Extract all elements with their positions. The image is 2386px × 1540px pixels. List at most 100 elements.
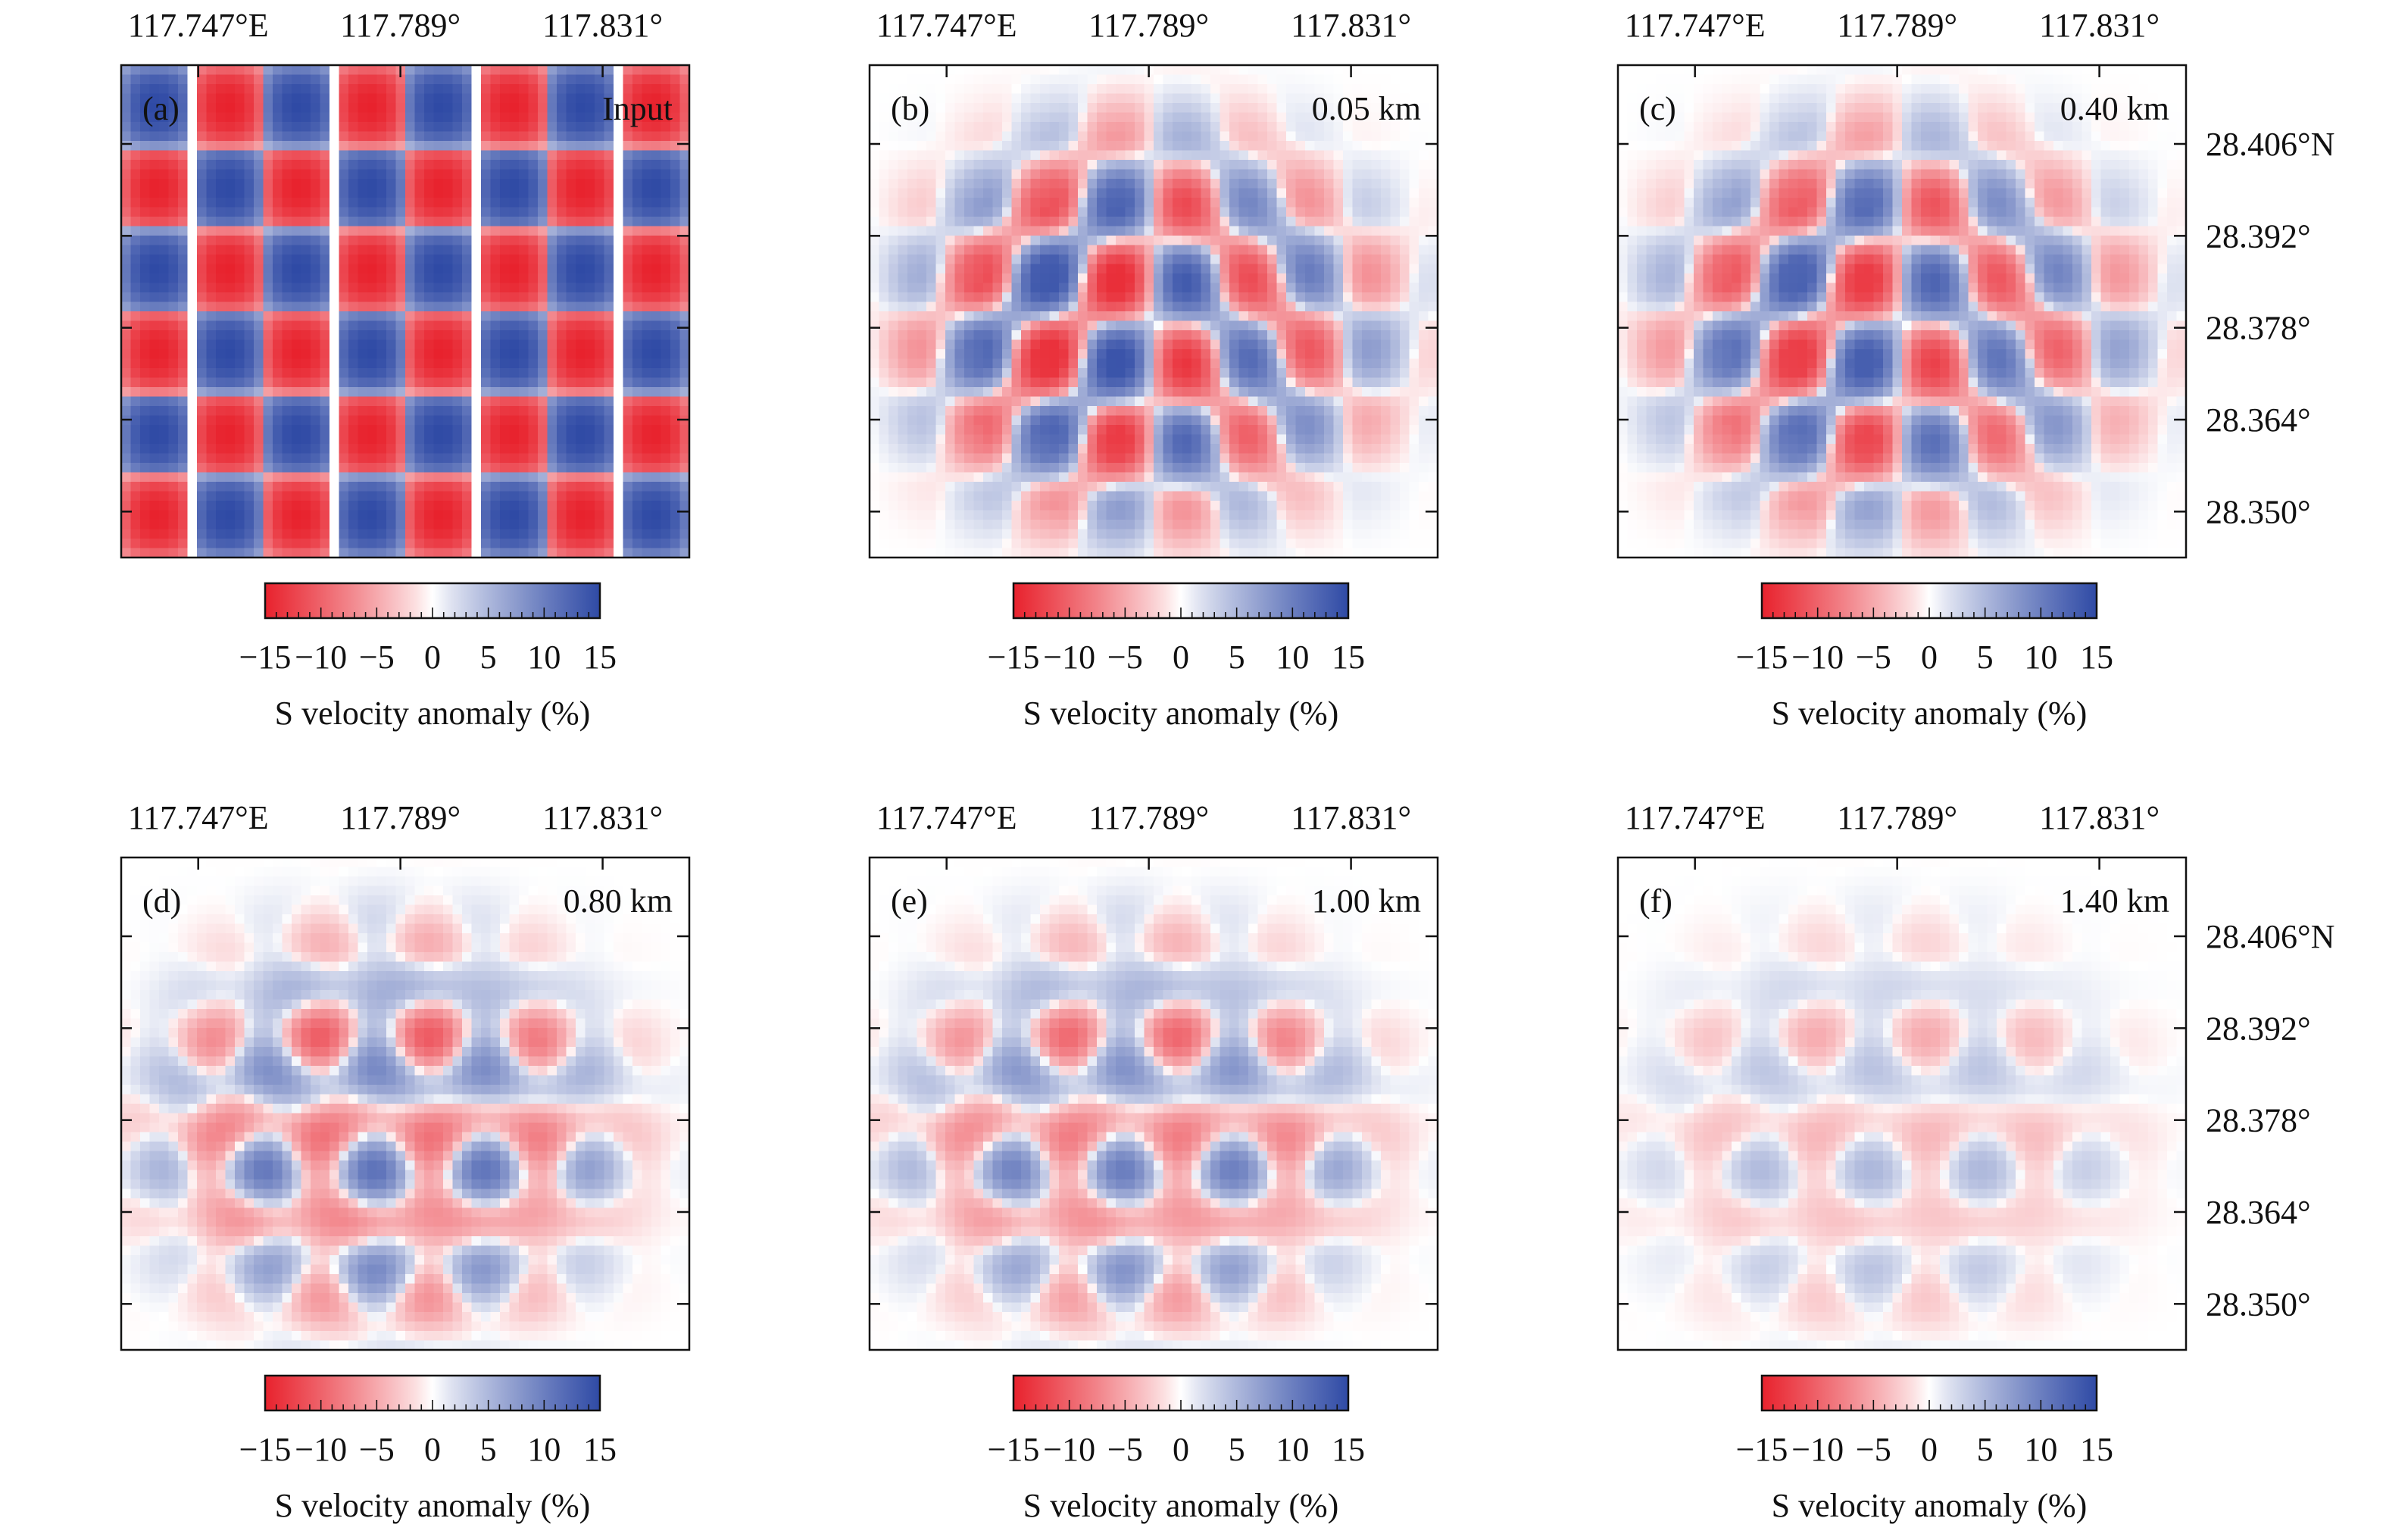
heatmap-cell [1154,217,1163,226]
heatmap-cell [604,208,614,217]
heatmap-cell [245,425,255,435]
heatmap-cell [651,151,661,161]
heatmap-cell [301,444,311,454]
heatmap-cell [1097,103,1107,113]
heatmap-cell [462,473,472,483]
heatmap-cell [1220,283,1230,293]
heatmap-cell [964,255,974,264]
colorbar-tick-label: −5 [359,639,395,676]
heatmap-cell [651,264,661,274]
heatmap-cell [936,113,946,123]
heatmap-cell [358,302,368,312]
heatmap-cell [178,264,188,274]
heatmap-cell [661,463,671,473]
heatmap-cell [642,179,652,189]
heatmap-cell [1163,122,1173,132]
heatmap-cell [443,520,453,529]
heatmap-cell [283,255,292,264]
heatmap-cell [1021,340,1031,350]
heatmap-cell [235,302,245,312]
heatmap-cell [529,520,539,529]
heatmap-cell [1012,226,1022,236]
heatmap-cell [320,359,330,369]
heatmap-cell [169,170,179,180]
heatmap-cell [188,444,198,454]
heatmap-cell [670,520,680,529]
heatmap-cell [586,425,595,435]
heatmap-cell [462,151,472,161]
heatmap-cell [150,179,160,189]
heatmap-cell [197,217,207,226]
heatmap-cell [529,340,539,350]
heatmap-cell [993,283,1003,293]
heatmap-cell [491,264,501,274]
heatmap-cell [188,132,198,142]
heatmap-cell [207,416,217,426]
heatmap-cell [207,444,217,454]
heatmap-cell [339,492,349,501]
heatmap-cell [567,416,576,426]
heatmap-cell [254,103,264,113]
heatmap-cell [320,492,330,501]
heatmap-cell [879,245,889,255]
heatmap-cell [510,236,520,245]
heatmap-cell [131,444,141,454]
heatmap-cell [964,340,974,350]
heatmap-cell [500,501,510,511]
heatmap-cell [1372,179,1382,189]
heatmap-cell [358,368,368,378]
heatmap-cell [443,198,453,208]
heatmap-cell [320,113,330,123]
heatmap-cell [443,94,453,104]
heatmap-cell [1248,273,1258,283]
heatmap-cell [548,435,557,445]
heatmap-cell [604,170,614,180]
heatmap-cell [1097,245,1107,255]
heatmap-cell [131,482,141,492]
heatmap-cell [405,539,415,548]
heatmap-cell [121,539,131,548]
heatmap-cell [140,397,150,407]
heatmap-cell [510,113,520,123]
heatmap-cell [320,482,330,492]
heatmap-cell [1372,330,1382,340]
heatmap-cell [1210,170,1220,180]
heatmap-cell [159,264,169,274]
heatmap-cell [150,539,160,548]
heatmap-cell [226,416,236,426]
heatmap-cell [207,217,217,226]
colorbar-tick-label: −15 [239,639,292,676]
heatmap-cell [623,311,633,321]
heatmap-cell [632,264,642,274]
heatmap-cell [1021,321,1031,331]
heatmap-cell [1145,189,1154,198]
heatmap-cell [301,226,311,236]
heatmap-cell [548,368,557,378]
heatmap-cell [974,208,984,217]
heatmap-cell [169,463,179,473]
heatmap-cell [491,132,501,142]
heatmap-cell [159,273,169,283]
heatmap-cell [1210,245,1220,255]
heatmap-cell [1173,321,1182,331]
heatmap-cell [1145,226,1154,236]
heatmap-cell [529,501,539,511]
heatmap-cell [670,539,680,548]
heatmap-cell [519,226,529,236]
heatmap-cell [216,179,226,189]
heatmap-cell [434,113,444,123]
heatmap-cell [235,492,245,501]
heatmap-cell [367,179,377,189]
heatmap-cell [926,340,936,350]
heatmap-cell [178,226,188,236]
heatmap-cell [1126,103,1135,113]
heatmap-cell [348,245,358,255]
heatmap-cell [1296,340,1306,350]
heatmap-cell [264,245,273,255]
heatmap-cell [197,416,207,426]
heatmap-cell [1296,151,1306,161]
heatmap-cell [140,492,150,501]
heatmap-cell [604,406,614,416]
heatmap-cell [301,501,311,511]
heatmap-cell [1362,217,1372,226]
